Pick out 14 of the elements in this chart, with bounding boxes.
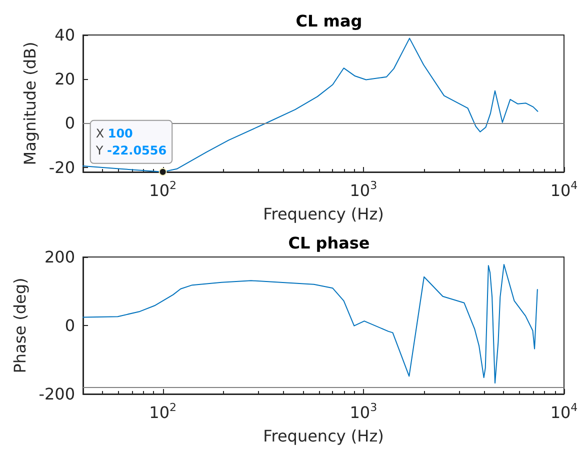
y-tick-label: 200	[44, 248, 75, 266]
y-tick-label: 40	[54, 26, 75, 44]
x-axis-title: Frequency (Hz)	[263, 426, 384, 446]
chart-title: CL phase	[288, 234, 370, 252]
x-axis-title: Frequency (Hz)	[263, 204, 384, 224]
y-axis-title: Phase (deg)	[10, 278, 30, 374]
y-tick-label: -200	[38, 384, 75, 404]
chart-title: CL mag	[296, 12, 362, 30]
y-axis-title: Magnitude (dB)	[20, 42, 40, 166]
y-tick-label: 0	[64, 114, 75, 133]
y-tick-label: 0	[64, 316, 75, 335]
y-tick-label: 20	[54, 70, 75, 89]
annotation: X 100 Y -22.0556	[94, 126, 167, 158]
y-tick-label: -20	[48, 158, 75, 177]
